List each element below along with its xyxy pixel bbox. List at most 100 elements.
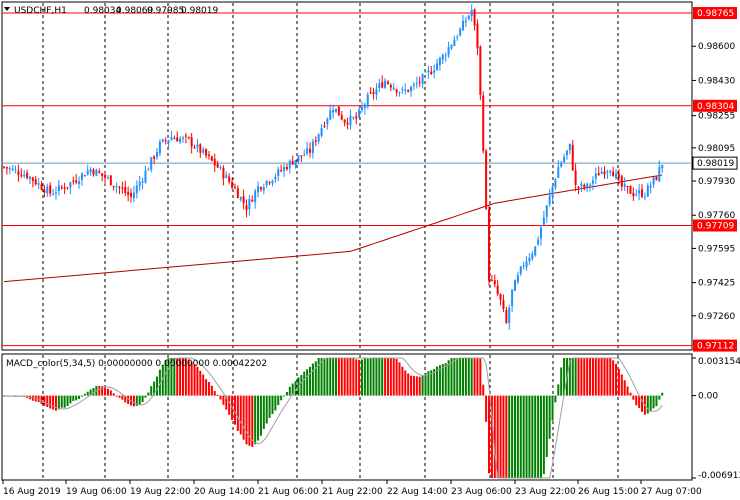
candle[interactable] [216, 163, 219, 168]
candle[interactable] [597, 173, 600, 176]
candle[interactable] [424, 71, 427, 73]
candle[interactable] [638, 190, 641, 194]
candle[interactable] [54, 192, 57, 194]
candle[interactable] [112, 185, 115, 187]
candle[interactable] [415, 83, 418, 85]
candle[interactable] [643, 196, 646, 198]
candle[interactable] [3, 166, 5, 168]
candle[interactable] [525, 261, 528, 268]
candle[interactable] [242, 196, 245, 204]
candle[interactable] [352, 117, 355, 119]
candle[interactable] [343, 119, 346, 123]
candle[interactable] [83, 175, 86, 177]
candle[interactable] [5, 167, 8, 169]
candle[interactable] [161, 139, 164, 142]
candle[interactable] [580, 183, 583, 187]
candle[interactable] [43, 189, 46, 193]
candle[interactable] [28, 176, 31, 179]
candle[interactable] [392, 87, 395, 90]
candle[interactable] [265, 180, 268, 186]
candle[interactable] [248, 198, 251, 210]
candle[interactable] [496, 285, 499, 295]
candle[interactable] [190, 137, 193, 147]
candle[interactable] [254, 190, 257, 202]
candle[interactable] [158, 141, 161, 154]
candle[interactable] [104, 174, 107, 178]
candle[interactable] [606, 171, 609, 173]
candle[interactable] [372, 91, 375, 94]
candle[interactable] [534, 246, 537, 256]
candle[interactable] [57, 185, 60, 192]
candle[interactable] [17, 171, 20, 175]
candle[interactable] [522, 265, 525, 267]
candle[interactable] [626, 186, 629, 188]
candle[interactable] [404, 89, 407, 91]
candle[interactable] [603, 171, 606, 175]
candle[interactable] [332, 109, 335, 113]
candle[interactable] [360, 107, 363, 111]
candle[interactable] [196, 144, 199, 148]
candle[interactable] [314, 140, 317, 142]
candle[interactable] [531, 253, 534, 259]
candle[interactable] [268, 182, 271, 184]
candle[interactable] [355, 116, 358, 119]
candle[interactable] [528, 257, 531, 262]
candle[interactable] [398, 92, 401, 94]
candle[interactable] [563, 157, 566, 163]
candle[interactable] [369, 92, 372, 94]
candle[interactable] [545, 205, 548, 217]
candle[interactable] [574, 170, 577, 185]
candle[interactable] [568, 143, 571, 151]
candle[interactable] [167, 140, 170, 143]
candle[interactable] [173, 138, 176, 140]
candle[interactable] [179, 138, 182, 143]
candle[interactable] [251, 199, 254, 202]
candle[interactable] [274, 176, 277, 180]
candle[interactable] [542, 217, 545, 226]
candle[interactable] [586, 183, 589, 188]
candle[interactable] [60, 187, 63, 189]
candle[interactable] [577, 186, 580, 188]
candle[interactable] [303, 154, 306, 156]
candle[interactable] [609, 170, 612, 173]
candle[interactable] [467, 15, 470, 20]
candle[interactable] [375, 88, 378, 95]
candle[interactable] [617, 174, 620, 178]
candle[interactable] [92, 169, 95, 175]
candle[interactable] [309, 148, 312, 153]
candle[interactable] [23, 174, 26, 177]
candle[interactable] [317, 134, 320, 142]
candle[interactable] [447, 47, 450, 56]
candle[interactable] [288, 160, 291, 169]
candle[interactable] [620, 176, 623, 187]
candle[interactable] [386, 81, 389, 84]
candle[interactable] [649, 185, 652, 188]
candle[interactable] [280, 170, 283, 172]
candle[interactable] [629, 185, 632, 194]
candle[interactable] [164, 140, 167, 142]
candle[interactable] [511, 289, 514, 307]
candle[interactable] [519, 266, 522, 274]
candle[interactable] [277, 169, 280, 177]
candle[interactable] [378, 83, 381, 88]
candle[interactable] [366, 94, 369, 107]
candle[interactable] [132, 192, 135, 199]
candle[interactable] [306, 148, 309, 154]
candle[interactable] [135, 185, 138, 194]
candle[interactable] [63, 187, 66, 189]
candle[interactable] [473, 9, 476, 26]
candle[interactable] [147, 169, 150, 171]
candle[interactable] [156, 152, 159, 158]
candle[interactable] [349, 115, 352, 126]
candle[interactable] [493, 280, 496, 285]
candle[interactable] [658, 167, 661, 182]
candle[interactable] [20, 175, 23, 177]
candle[interactable] [170, 137, 173, 141]
candle[interactable] [98, 171, 101, 173]
candle[interactable] [337, 106, 340, 116]
candle[interactable] [470, 9, 473, 17]
candle[interactable] [225, 175, 228, 178]
candle[interactable] [410, 86, 413, 92]
candle[interactable] [401, 89, 404, 91]
